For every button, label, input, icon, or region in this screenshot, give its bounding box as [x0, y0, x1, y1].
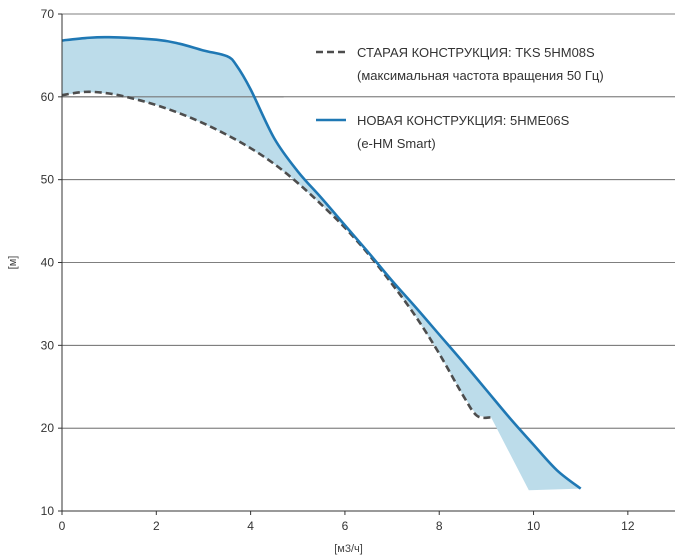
y-tick-label-70: 70 [41, 7, 55, 21]
x-tick-label-6: 6 [342, 519, 349, 533]
legend: СТАРАЯ КОНСТРУКЦИЯ: TKS 5HM08S (максимал… [316, 45, 604, 151]
difference-area [62, 37, 581, 491]
tick-labels: 10 20 30 40 50 60 70 0 2 4 6 8 10 12 [41, 7, 635, 533]
legend-label-new-design: НОВАЯ КОНСТРУКЦИЯ: 5HME06S [357, 113, 570, 128]
x-tick-label-12: 12 [621, 519, 635, 533]
x-tick-label-8: 8 [436, 519, 443, 533]
legend-sublabel-old-design: (максимальная частота вращения 50 Гц) [357, 68, 604, 83]
x-axis-label: [м3/ч] [334, 543, 363, 555]
area-between-curves [62, 37, 581, 491]
x-tick-label-2: 2 [153, 519, 160, 533]
y-tick-label-50: 50 [41, 173, 55, 187]
y-tick-label-60: 60 [41, 90, 55, 104]
y-tick-label-30: 30 [41, 338, 55, 352]
x-tick-label-4: 4 [247, 519, 254, 533]
y-tick-label-40: 40 [41, 256, 55, 270]
series-line-new-design [61, 35, 582, 490]
series-line-old-design [61, 90, 492, 420]
legend-sublabel-new-design: (e-HM Smart) [357, 136, 436, 151]
x-tick-label-0: 0 [59, 519, 66, 533]
series-lines [61, 35, 582, 490]
x-tick-label-10: 10 [527, 519, 541, 533]
y-tick-label-10: 10 [41, 504, 55, 518]
legend-label-old-design: СТАРАЯ КОНСТРУКЦИЯ: TKS 5HM08S [357, 45, 595, 60]
y-tick-label-20: 20 [41, 421, 55, 435]
y-axis-label: [м] [7, 256, 19, 270]
